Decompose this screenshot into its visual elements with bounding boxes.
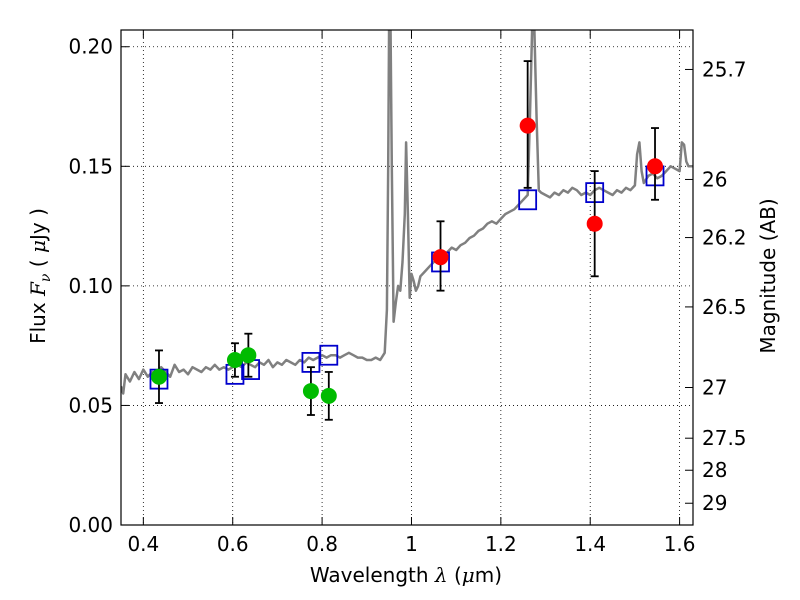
y2-axis-label: Magnitude (AB)	[756, 198, 780, 353]
photometry-point	[240, 347, 257, 364]
model-square-marker	[518, 189, 538, 211]
y-tick-label: 0.00	[68, 513, 113, 537]
photometry-point	[647, 158, 664, 175]
mag-tick-label: 27.5	[702, 426, 747, 450]
x-tick-label: 0.6	[217, 532, 249, 556]
mag-tick-label: 25.7	[702, 57, 747, 81]
mag-tick-label: 28	[702, 458, 727, 482]
x-tick-label: 1.2	[485, 532, 517, 556]
y-tick-label: 0.20	[68, 35, 113, 59]
mag-tick-label: 26	[702, 167, 727, 191]
plot-area	[121, 30, 693, 421]
photometry-point	[519, 117, 536, 134]
mag-tick-label: 26.5	[702, 295, 747, 319]
x-axis-label: Wavelength λ (μm)	[310, 563, 502, 587]
mag-tick-label: 29	[702, 491, 727, 515]
spectrum-line	[121, 30, 693, 395]
y-tick-label: 0.05	[68, 393, 113, 417]
grid	[121, 30, 693, 526]
photometry-point	[432, 249, 449, 266]
photometry-point	[150, 368, 167, 385]
x-tick-label: 1	[405, 532, 418, 556]
photometry-point	[320, 387, 337, 404]
axes-frame	[120, 29, 694, 526]
x-tick-label: 1.6	[664, 532, 696, 556]
mag-tick-label: 26.2	[702, 226, 747, 250]
x-tick-label: 0.8	[306, 532, 338, 556]
y-tick-label: 0.15	[68, 154, 113, 178]
mag-tick-label: 27	[702, 376, 727, 400]
y-axis-label: Flux Fν ( μJy )	[26, 208, 54, 344]
photometry-point	[586, 215, 603, 232]
x-tick-label: 1.4	[574, 532, 606, 556]
x-tick-label: 0.4	[127, 532, 159, 556]
plot-frame	[120, 29, 694, 526]
photometry-point	[302, 383, 319, 400]
model-square-marker	[319, 344, 339, 366]
photometry-point	[226, 352, 243, 368]
y-tick-label: 0.10	[68, 274, 113, 298]
tick-labels: 0.4 0.6 0.8 1 1.2 1.4 1.6 0.00 0.05 0.10 0.15 0.20 2…	[68, 35, 746, 556]
